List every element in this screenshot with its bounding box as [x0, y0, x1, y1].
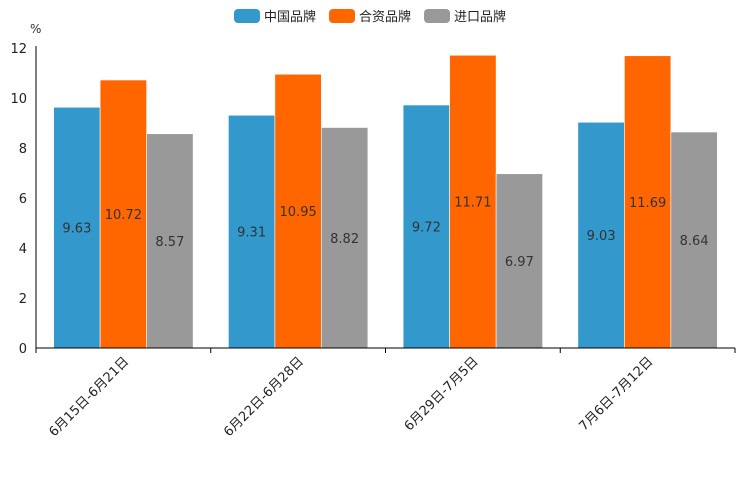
bar	[577, 121, 625, 349]
y-axis: 0 2 4 6 8 10 12	[10, 42, 37, 357]
data-label: 11.71	[454, 196, 491, 211]
legend-swatch	[424, 9, 450, 23]
data-label: 10.72	[105, 208, 142, 223]
legend-label: 合资品牌	[359, 9, 411, 25]
legend: 中国品牌 合资品牌 进口品牌	[234, 9, 506, 25]
data-label: 8.64	[680, 234, 709, 249]
y-tick-label: 8	[19, 142, 27, 157]
x-axis: 6月15日-6月21日 6月22日-6月28日 6月29日-7月5日 7月6日-7月1…	[35, 347, 736, 440]
data-label: 9.72	[412, 221, 441, 236]
data-label: 11.69	[629, 196, 666, 211]
x-tick-label: 6月29日-7月5日	[402, 354, 482, 434]
legend-swatch	[329, 9, 355, 23]
y-tick-label: 4	[19, 242, 27, 257]
x-tick-label: 7月6日-7月12日	[577, 354, 657, 434]
bar	[99, 79, 147, 349]
data-label: 10.95	[280, 205, 317, 220]
legend-label: 进口品牌	[454, 9, 506, 25]
x-tick-label: 6月15日-6月21日	[46, 354, 132, 440]
legend-swatch	[234, 9, 260, 23]
data-label: 6.97	[505, 255, 534, 270]
y-tick-label: 12	[10, 42, 27, 57]
data-label: 9.03	[587, 229, 616, 244]
x-tick-label: 6月22日-6月28日	[221, 354, 307, 440]
y-tick-label: 10	[10, 92, 27, 107]
data-label: 8.57	[155, 235, 184, 250]
legend-label: 中国品牌	[264, 9, 316, 25]
y-tick-label: 2	[19, 292, 27, 307]
data-label: 8.82	[330, 232, 359, 247]
bars: 9.63 10.72 8.57 9.31 10.95 8.82 9.72 11.71 6.97 9…	[53, 54, 718, 349]
y-tick-label: 6	[19, 192, 27, 207]
bar	[495, 173, 543, 349]
data-label: 9.31	[237, 226, 266, 241]
bar	[321, 127, 369, 349]
bar	[624, 55, 672, 349]
y-tick-label: 0	[19, 342, 27, 357]
data-label: 9.63	[62, 222, 91, 237]
y-axis-unit-label: %	[30, 22, 41, 36]
bar	[449, 54, 497, 349]
bar	[670, 131, 718, 349]
